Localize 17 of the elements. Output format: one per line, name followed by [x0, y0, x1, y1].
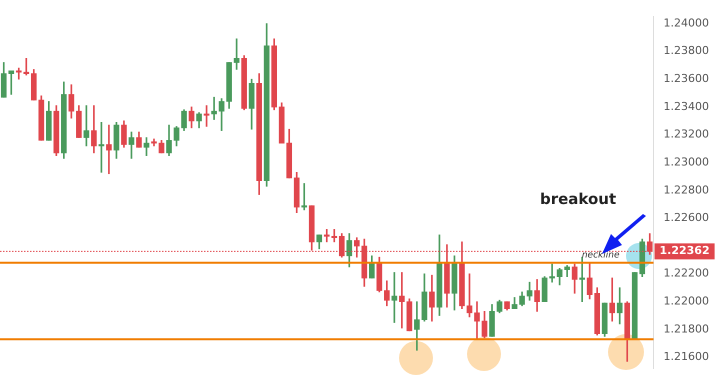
candlestick	[204, 105, 210, 127]
y-tick-label: 1.21800	[664, 322, 710, 336]
y-tick-label: 1.22200	[664, 266, 710, 280]
y-tick-label: 1.23600	[664, 72, 710, 86]
y-tick-label: 1.23400	[664, 100, 710, 113]
y-tick-label: 1.24000	[664, 16, 710, 30]
annotation: breakout	[540, 190, 616, 208]
ref-line-label: neckline	[582, 250, 620, 261]
y-tick-label: 1.22000	[664, 294, 710, 308]
candlestick	[144, 137, 150, 156]
y-tick-label: 1.21600	[664, 350, 710, 364]
ref-line-label: 1.22362	[660, 244, 710, 258]
y-tick-label: 1.23200	[664, 128, 710, 141]
y-tick-label: 1.23800	[664, 44, 710, 58]
y-tick-label: 1.22800	[664, 183, 710, 196]
y-tick-label: 1.22600	[664, 211, 710, 224]
y-tick-label: 1.23000	[664, 155, 710, 168]
